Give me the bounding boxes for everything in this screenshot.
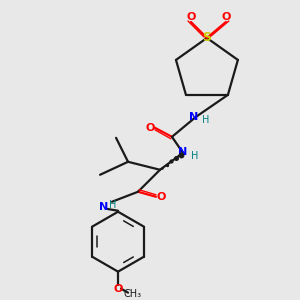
- Text: O: O: [145, 123, 155, 133]
- Text: O: O: [221, 12, 231, 22]
- Text: H: H: [191, 151, 199, 161]
- Text: CH₃: CH₃: [124, 289, 142, 298]
- Text: H: H: [110, 200, 117, 210]
- Text: H: H: [202, 115, 210, 125]
- Text: S: S: [202, 32, 211, 44]
- Text: O: O: [156, 192, 166, 202]
- Text: O: O: [113, 284, 123, 294]
- Text: N: N: [189, 112, 199, 122]
- Text: O: O: [186, 12, 196, 22]
- Text: N: N: [99, 202, 109, 212]
- Text: N: N: [178, 147, 188, 157]
